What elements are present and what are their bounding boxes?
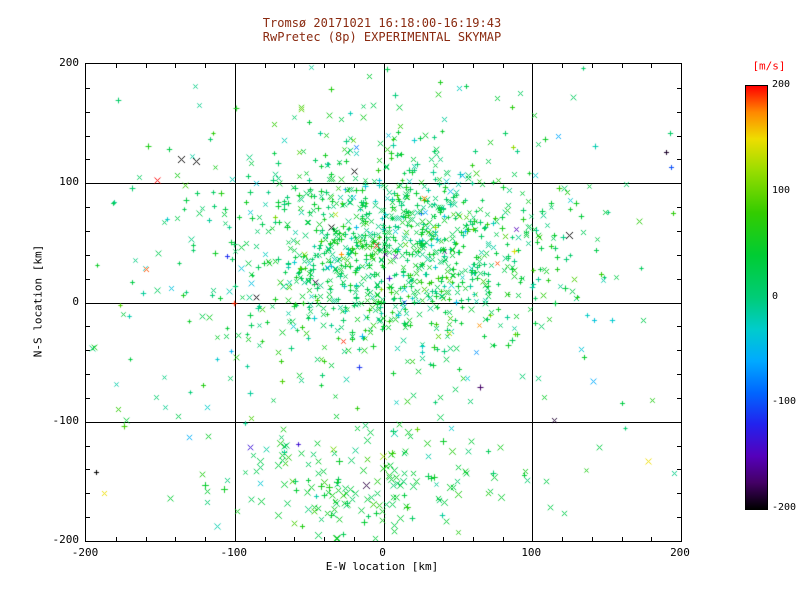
colorbar-tick-label: -200 (772, 502, 797, 513)
colorbar-tick-label: 0 (772, 290, 779, 302)
y-tick-label: -100 (52, 413, 80, 427)
colorbar (745, 85, 768, 510)
plot-area (85, 63, 682, 542)
x-tick-label: -200 (71, 546, 99, 559)
y-tick-label: 0 (72, 294, 79, 308)
x-tick-label: 200 (670, 546, 690, 559)
x-tick-label: 0 (379, 546, 386, 559)
y-tick-label: 200 (59, 56, 79, 69)
x-tick-label: 100 (521, 546, 542, 559)
y-axis-label: N-S location [km] (31, 244, 45, 358)
y-tick-label: 100 (59, 175, 79, 189)
x-tick-label: -100 (220, 546, 248, 559)
y-tick-label: -200 (52, 533, 80, 546)
chart-title-line2: RwPretec (8p) EXPERIMENTAL SKYMAP (262, 30, 502, 44)
colorbar-gradient (746, 86, 767, 509)
chart-title-line1: Tromsø 20171021 16:18:00-16:19:43 (262, 16, 502, 30)
colorbar-tick-label: -100 (772, 396, 797, 408)
scatter-points-canvas (86, 64, 681, 541)
colorbar-unit-label: [m/s] (752, 59, 786, 73)
colorbar-tick-label: 100 (772, 184, 791, 196)
x-axis-label: E-W location [km] (325, 560, 439, 573)
colorbar-tick-label: 200 (772, 79, 791, 90)
